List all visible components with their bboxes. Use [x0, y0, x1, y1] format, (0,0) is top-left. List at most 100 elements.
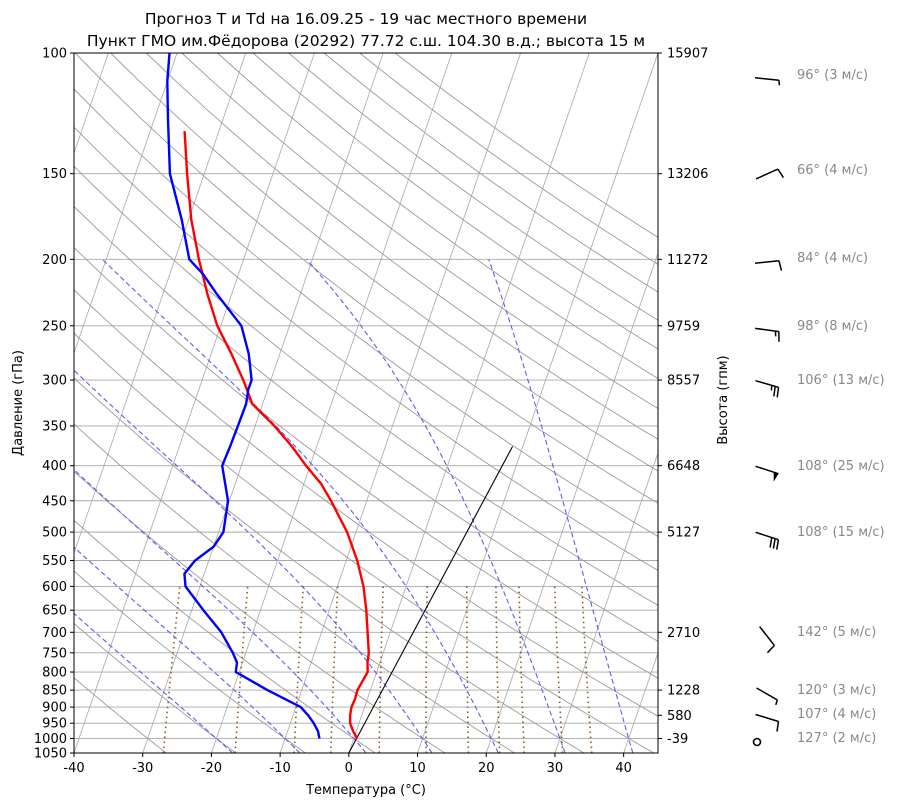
wind-barb — [755, 379, 780, 398]
x-axis: -40 -30 -20 -10 0 10 20 30 40 — [63, 753, 632, 776]
y-tick-label: 250 — [42, 319, 67, 334]
y-tick-label: 550 — [42, 554, 67, 569]
wind-label: 106° (13 м/с) — [797, 373, 885, 388]
moist-adiabat — [74, 369, 433, 753]
moist-adiabat — [74, 612, 234, 753]
dewpoint-line — [166, 53, 321, 739]
y-tick-label: 1050 — [34, 747, 67, 762]
isotherm-line — [74, 53, 315, 753]
dry-adiabat — [74, 88, 658, 537]
wind-barb — [754, 76, 781, 86]
isotherm-line — [142, 53, 384, 753]
dry-adiabat — [74, 519, 376, 753]
height-tick-label: 580 — [667, 709, 692, 724]
chart-title: Прогноз T и Td на 16.09.25 - 19 час мест… — [145, 10, 587, 28]
wind-barb — [755, 713, 780, 732]
isotherm-line — [554, 451, 658, 753]
height-tick-label: 5127 — [667, 526, 700, 541]
y-tick-label: 900 — [42, 701, 67, 716]
x-tick-label: -10 — [270, 761, 291, 776]
dry-adiabat — [181, 53, 658, 410]
y-tick-label: 700 — [42, 626, 67, 641]
wind-label: 120° (3 м/с) — [797, 683, 876, 698]
dry-adiabat — [74, 677, 167, 753]
dry-adiabat — [74, 377, 585, 753]
dry-adiabat — [74, 53, 658, 504]
temperature-line — [183, 131, 370, 740]
x-tick-label: 20 — [478, 761, 495, 776]
moist-adiabat — [74, 546, 301, 753]
height-tick-label: 2710 — [667, 626, 700, 641]
dry-adiabat — [74, 423, 515, 753]
wind-barbs: 96° (3 м/с) 66° (4 м/с) 84° (4 м/с) 98° (8 … — [752, 68, 885, 747]
dry-adiabat — [74, 470, 446, 753]
plot-frame — [73, 52, 659, 754]
y-axis: 100 150 200 250 300 350 400 450 500 550 600 650 700 7… — [34, 47, 74, 762]
calm-wind-marker — [752, 737, 762, 747]
moist-adiabat — [488, 259, 634, 753]
dry-adiabat — [74, 205, 658, 642]
isotherm-line — [74, 53, 247, 555]
wind-label: 107° (4 м/с) — [797, 707, 876, 722]
y-tick-label: 500 — [42, 526, 67, 541]
height-axis-label: Высота (гпм) — [716, 355, 731, 444]
y-axis-label: Давление (гПа) — [11, 350, 26, 456]
reference-line — [348, 446, 514, 753]
x-tick-label: -40 — [63, 761, 84, 776]
height-tick-label: 11272 — [667, 253, 708, 268]
height-tick-label: 1228 — [667, 684, 700, 699]
isotherm-line — [348, 53, 590, 753]
mixing-ratio-line — [466, 586, 470, 753]
mixing-ratio-line — [518, 586, 526, 753]
mixing-ratio-line — [495, 586, 501, 753]
height-tick-label: 6648 — [667, 459, 700, 474]
wind-barb — [755, 168, 785, 180]
wind-label: 142° (5 м/с) — [797, 625, 876, 640]
y-tick-label: 850 — [42, 684, 67, 699]
wind-barb — [755, 531, 780, 550]
dry-adiabat — [110, 53, 658, 472]
y-tick-label: 950 — [42, 717, 67, 732]
dry-adiabat — [145, 53, 658, 440]
y-tick-label: 100 — [42, 47, 67, 62]
height-tick-label: 13206 — [667, 167, 708, 182]
height-axis: 15907 13206 11272 9759 8557 6648 5127 2710 1228 5… — [658, 47, 708, 747]
wind-label: 127° (2 м/с) — [797, 731, 876, 746]
dry-adiabat — [252, 53, 658, 350]
moist-adiabat — [101, 258, 499, 753]
dry-adiabat — [359, 53, 658, 265]
y-tick-label: 1000 — [34, 732, 67, 747]
wind-label: 108° (25 м/с) — [797, 459, 885, 474]
moist-adiabat — [74, 468, 367, 753]
wind-label: 108° (15 м/с) — [797, 525, 885, 540]
background-lines — [74, 53, 658, 753]
dry-adiabat — [74, 289, 658, 717]
dry-adiabat — [217, 53, 658, 380]
y-tick-label: 650 — [42, 604, 67, 619]
x-tick-label: -30 — [132, 761, 153, 776]
isotherm-line — [485, 251, 658, 753]
mixing-ratio-line — [330, 586, 339, 753]
x-axis-label: Температура (°C) — [305, 783, 426, 798]
y-tick-label: 150 — [42, 167, 67, 182]
dry-adiabat — [74, 622, 237, 753]
dry-adiabat — [74, 126, 658, 571]
y-tick-label: 200 — [42, 253, 67, 268]
isotherm-line — [211, 53, 453, 753]
y-tick-label: 400 — [42, 459, 67, 474]
wind-barb — [759, 626, 775, 654]
dry-adiabat — [74, 165, 658, 606]
moist-adiabat — [306, 258, 566, 753]
chart-subtitle: Пункт ГМО им.Фёдорова (20292) 77.72 с.ш.… — [87, 32, 645, 50]
wind-label: 84° (4 м/с) — [797, 251, 868, 266]
isotherm-line — [74, 53, 178, 355]
dry-adiabat — [74, 570, 306, 753]
isotherm-line — [623, 651, 658, 753]
x-tick-label: 10 — [409, 761, 426, 776]
x-tick-label: 30 — [547, 761, 564, 776]
wind-label: 66° (4 м/с) — [797, 163, 868, 178]
wind-barb — [754, 259, 783, 271]
profiles — [166, 53, 370, 740]
wind-label: 98° (8 м/с) — [797, 319, 868, 334]
